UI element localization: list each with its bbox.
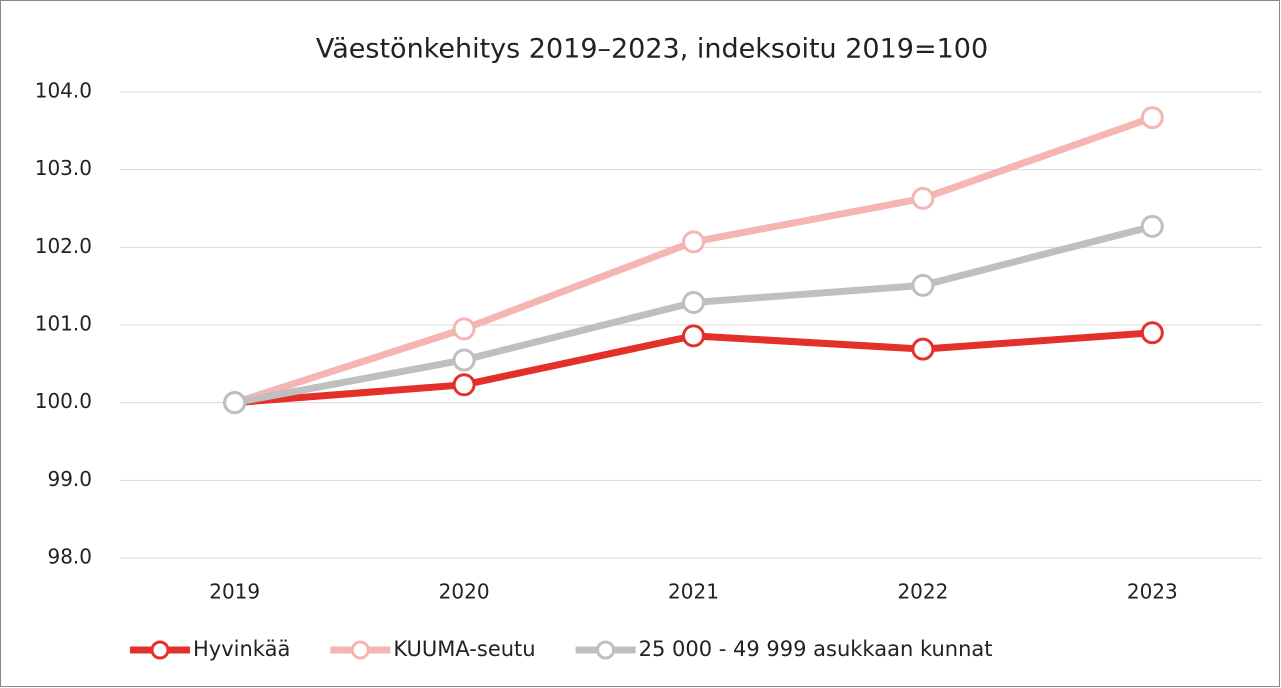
legend-label: 25 000 - 49 999 asukkaan kunnat — [639, 637, 993, 661]
data-point — [452, 317, 476, 341]
y-tick-label: 101.0 — [35, 312, 92, 336]
y-tick-label: 102.0 — [35, 234, 92, 258]
data-point — [223, 391, 247, 415]
y-tick-label: 104.0 — [35, 79, 92, 103]
y-tick-label: 103.0 — [35, 156, 92, 180]
data-point — [1140, 321, 1164, 345]
data-point — [452, 348, 476, 372]
data-point — [1140, 106, 1164, 130]
legend-marker — [596, 640, 616, 660]
y-tick-label: 98.0 — [47, 545, 92, 569]
data-point — [682, 230, 705, 254]
legend-marker — [150, 640, 170, 660]
x-tick-label: 2022 — [897, 580, 948, 604]
y-tick-label: 100.0 — [35, 389, 92, 413]
chart-title: Väestönkehitys 2019–2023, indeksoitu 201… — [316, 34, 988, 65]
x-tick-label: 2021 — [668, 580, 719, 604]
data-point — [452, 373, 476, 397]
legend-label: Hyvinkää — [193, 637, 290, 661]
data-point — [682, 324, 705, 348]
x-tick-label: 2019 — [209, 580, 260, 604]
x-tick-label: 2023 — [1127, 580, 1178, 604]
data-point — [682, 290, 705, 314]
legend-label: KUUMA-seutu — [393, 637, 535, 661]
data-point — [911, 186, 935, 210]
x-tick-label: 2020 — [439, 580, 490, 604]
y-tick-label: 99.0 — [47, 467, 92, 491]
legend-marker — [350, 640, 370, 660]
data-point — [911, 337, 935, 361]
data-point — [1140, 214, 1164, 238]
data-point — [911, 273, 935, 297]
